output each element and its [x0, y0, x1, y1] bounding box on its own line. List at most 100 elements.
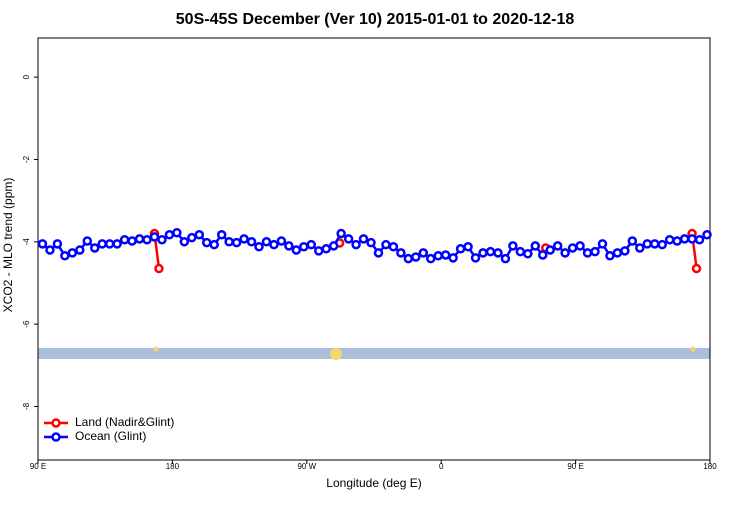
point: [104, 239, 115, 249]
point: [448, 253, 458, 263]
point: [97, 239, 107, 249]
x-axis-label: Longitude (deg E): [326, 476, 421, 490]
point: [269, 239, 279, 250]
point: [523, 248, 533, 259]
point: [373, 248, 384, 258]
y-tick-label: -8: [22, 402, 31, 410]
y-tick-label: -4: [22, 238, 31, 246]
point: [687, 234, 697, 244]
legend-label: Land (Nadir&Glint): [75, 415, 174, 429]
point: [590, 246, 600, 257]
point: [306, 239, 317, 250]
point: [134, 234, 145, 244]
x-tick-label: 90 E: [567, 462, 583, 471]
point: [60, 251, 70, 261]
point: [545, 245, 555, 255]
point: [216, 230, 227, 240]
point: [664, 234, 675, 245]
point: [187, 232, 197, 243]
point: [336, 228, 346, 239]
point: [605, 251, 615, 261]
point: [500, 253, 511, 264]
point: [194, 230, 205, 240]
point: [560, 248, 570, 258]
point: [328, 241, 339, 251]
point: [425, 253, 436, 264]
point: [149, 232, 160, 242]
point: [209, 239, 219, 250]
blob: [690, 346, 696, 352]
point: [231, 237, 242, 248]
blob: [330, 348, 342, 360]
legend-marker: [51, 418, 61, 428]
point: [463, 241, 473, 252]
point: [388, 241, 399, 252]
point: [612, 248, 623, 258]
point: [52, 239, 63, 249]
x-tick-label: 0: [439, 462, 444, 471]
point: [164, 230, 175, 240]
point: [657, 239, 667, 250]
point: [261, 237, 272, 247]
point: [694, 234, 705, 245]
band: [38, 348, 710, 359]
point: [597, 239, 608, 249]
point: [635, 243, 645, 253]
point: [649, 239, 660, 249]
point: [433, 251, 443, 261]
point: [45, 245, 55, 255]
point: [343, 234, 354, 244]
x-tick-label: 180: [703, 462, 717, 471]
point: [239, 234, 249, 244]
point: [246, 237, 257, 247]
point: [642, 239, 653, 249]
point: [284, 241, 294, 251]
point: [82, 236, 93, 246]
point: [411, 252, 421, 262]
point: [276, 236, 287, 246]
legend-marker: [51, 432, 61, 442]
point: [508, 241, 518, 251]
point: [224, 237, 234, 247]
point: [515, 246, 526, 257]
blob: [153, 346, 159, 352]
point: [567, 243, 578, 253]
point: [142, 234, 152, 245]
point: [351, 239, 361, 250]
point: [672, 236, 682, 246]
point: [366, 237, 376, 248]
point: [575, 241, 585, 251]
point: [582, 248, 593, 258]
point: [119, 234, 130, 245]
point: [455, 244, 466, 254]
point: [627, 236, 638, 246]
point: [254, 241, 264, 252]
y-tick-label: -6: [22, 320, 31, 328]
point: [679, 234, 690, 244]
point: [358, 234, 369, 244]
point: [552, 241, 563, 251]
point: [127, 236, 137, 246]
point: [470, 253, 481, 263]
point: [299, 241, 309, 252]
point: [172, 227, 182, 238]
y-tick-label: -2: [22, 155, 31, 163]
point: [381, 239, 391, 250]
plot-frame: [37, 37, 711, 461]
point: [321, 244, 331, 254]
point: [537, 250, 548, 260]
point: [620, 246, 630, 256]
chart-title: 50S-45S December (Ver 10) 2015-01-01 to …: [176, 11, 575, 28]
point: [75, 245, 85, 255]
point: [403, 253, 414, 264]
point: [493, 248, 503, 258]
point: [291, 245, 302, 255]
y-tick-label: 0: [22, 74, 31, 79]
point: [440, 250, 451, 260]
point: [89, 243, 100, 253]
legend-label: Ocean (Glint): [75, 429, 146, 443]
point: [201, 237, 212, 248]
point: [112, 239, 122, 249]
x-tick-label: 180: [166, 462, 180, 471]
